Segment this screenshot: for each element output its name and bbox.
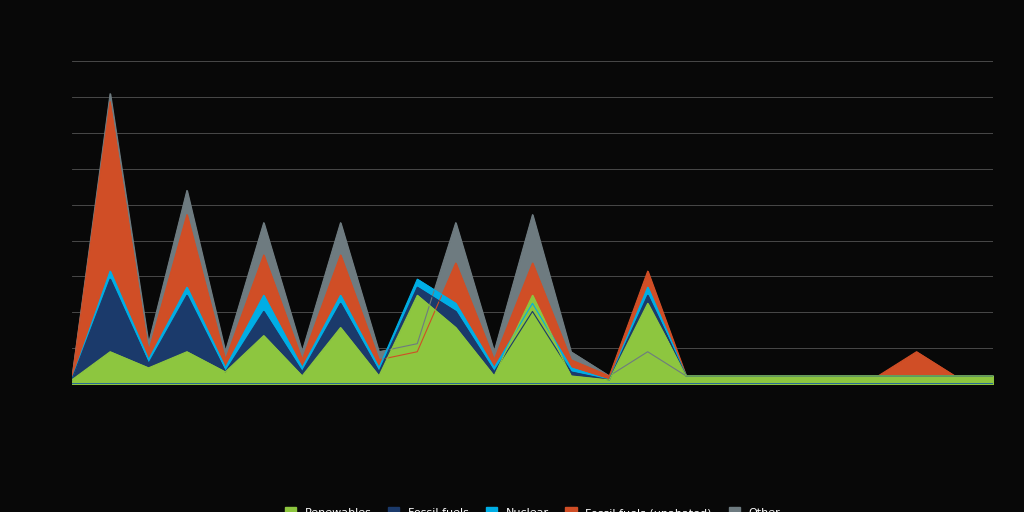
Legend: Renewables, Fossil fuels, Nuclear, Fossil fuels (unabated), Other: Renewables, Fossil fuels, Nuclear, Fossi…	[279, 501, 786, 512]
